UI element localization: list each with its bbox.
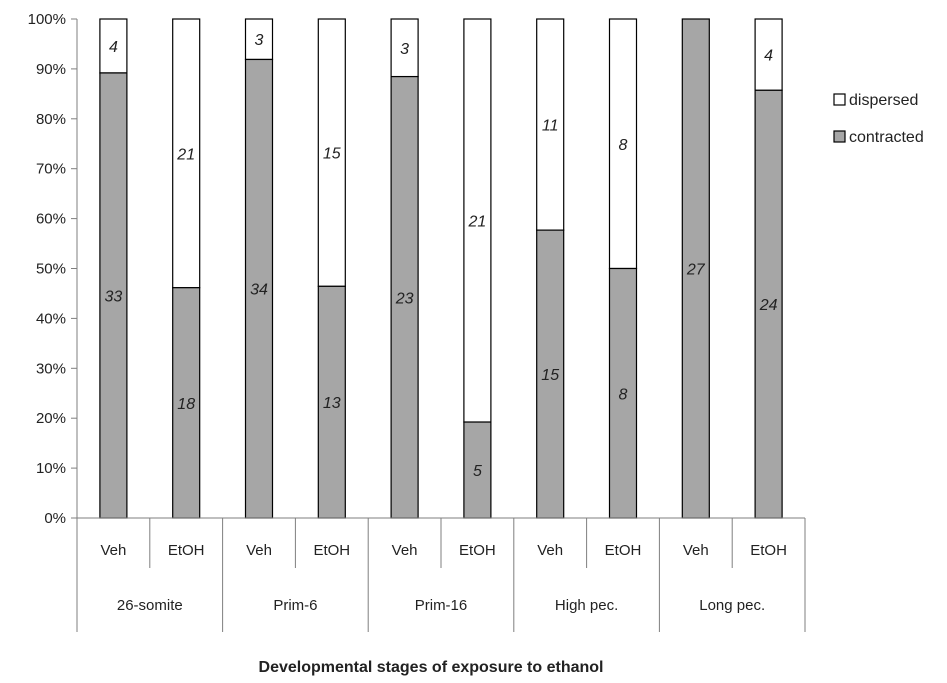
bar-contracted-3 xyxy=(317,285,346,519)
y-tick-label: 20% xyxy=(36,410,66,427)
data-label-contracted-2: 34 xyxy=(250,282,268,299)
y-tick-label: 0% xyxy=(44,510,66,527)
data-label-contracted-7: 8 xyxy=(619,386,628,403)
data-label-dispersed-1: 21 xyxy=(176,146,195,163)
data-label-dispersed-5: 21 xyxy=(468,214,487,231)
legend-label-dispersed: dispersed xyxy=(849,92,918,109)
data-label-contracted-1: 18 xyxy=(177,396,195,413)
data-label-dispersed-4: 3 xyxy=(400,41,409,58)
bar-contracted-9 xyxy=(754,89,783,519)
y-tick-label: 70% xyxy=(36,161,66,178)
bar-contracted-5 xyxy=(463,421,492,519)
x-axis: Veh EtOH Veh EtOH Veh EtOH Veh EtOH Veh EtOH 26-so… xyxy=(76,517,806,632)
bar-dispersed-5 xyxy=(463,18,492,423)
legend-swatch-dispersed xyxy=(833,93,846,106)
legend: dispersed contracted xyxy=(833,92,924,146)
legend-swatch-contracted xyxy=(833,130,846,143)
x-group-label: Prim-16 xyxy=(415,597,468,614)
x-category-label: EtOH xyxy=(313,542,350,559)
y-tick-label: 40% xyxy=(36,310,66,327)
data-label-contracted-5: 5 xyxy=(473,463,482,480)
x-category-label: EtOH xyxy=(459,542,496,559)
x-group-label: High pec. xyxy=(555,597,618,614)
y-axis: 0% 10% 20% 30% 40% 50% 60% 70% 80% 90% 100% xyxy=(28,11,78,527)
bar-contracted-8 xyxy=(681,18,710,519)
x-category-label: Veh xyxy=(246,542,272,559)
y-tick-label: 10% xyxy=(36,460,66,477)
data-label-contracted-4: 23 xyxy=(395,290,414,307)
x-group-label: Prim-6 xyxy=(273,597,317,614)
bar-dispersed-3 xyxy=(317,18,346,287)
x-group-label: Long pec. xyxy=(699,597,765,614)
data-label-dispersed-9: 4 xyxy=(764,48,773,65)
bar-contracted-4 xyxy=(390,75,419,519)
x-category-label: Veh xyxy=(537,542,563,559)
legend-label-contracted: contracted xyxy=(849,129,924,146)
data-label-contracted-3: 13 xyxy=(323,395,341,412)
x-category-label: Veh xyxy=(683,542,709,559)
bar-dispersed-0 xyxy=(99,18,128,74)
bar-contracted-0 xyxy=(99,72,128,519)
bar-dispersed-4 xyxy=(390,18,419,78)
y-tick-label: 90% xyxy=(36,61,66,78)
x-axis-title: Developmental stages of exposure to etha… xyxy=(259,659,604,676)
y-tick-label: 60% xyxy=(36,211,66,228)
data-label-contracted-9: 24 xyxy=(759,297,778,314)
bar-contracted-7 xyxy=(608,267,638,519)
x-category-label: Veh xyxy=(392,542,418,559)
bar-contracted-1 xyxy=(172,287,201,519)
data-label-dispersed-2: 3 xyxy=(255,32,264,49)
x-category-label: EtOH xyxy=(168,542,205,559)
data-label-dispersed-6: 11 xyxy=(542,118,559,135)
x-category-label: Veh xyxy=(100,542,126,559)
data-label-contracted-0: 33 xyxy=(105,288,123,305)
x-group-label: 26-somite xyxy=(117,597,183,614)
y-tick-label: 30% xyxy=(36,360,66,377)
data-label-contracted-6: 15 xyxy=(541,367,559,384)
data-label-dispersed-0: 4 xyxy=(109,39,118,56)
data-label-dispersed-3: 15 xyxy=(323,146,341,163)
bars: 4 33 21 18 3 34 15 13 3 23 21 5 11 15 8 8 27 4 24 xyxy=(99,18,783,519)
x-category-label: EtOH xyxy=(605,542,642,559)
y-tick-label: 100% xyxy=(28,11,66,28)
y-tick-label: 80% xyxy=(36,111,66,128)
x-category-label: EtOH xyxy=(750,542,787,559)
y-tick-label: 50% xyxy=(36,261,66,278)
data-label-contracted-8: 27 xyxy=(686,262,706,279)
data-label-dispersed-7: 8 xyxy=(619,137,628,154)
